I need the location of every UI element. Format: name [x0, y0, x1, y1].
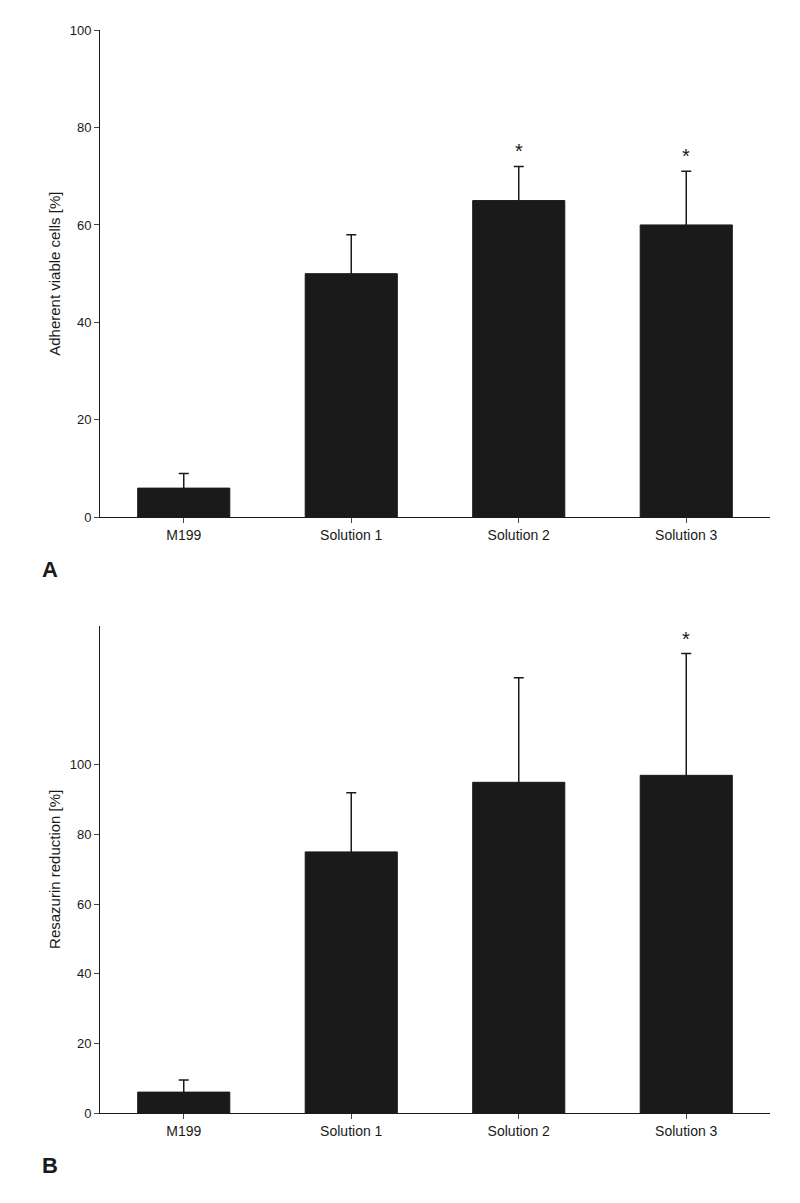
svg-text:A: A — [42, 557, 58, 582]
svg-text:Solution 3: Solution 3 — [655, 527, 717, 543]
svg-text:Solution 3: Solution 3 — [655, 1123, 717, 1139]
svg-text:80: 80 — [77, 120, 91, 135]
svg-text:Solution 1: Solution 1 — [320, 527, 382, 543]
svg-text:Resazurin reduction [%]: Resazurin reduction [%] — [46, 790, 63, 949]
svg-text:80: 80 — [77, 827, 91, 842]
svg-text:Adherent viable cells [%]: Adherent viable cells [%] — [46, 192, 63, 356]
svg-text:60: 60 — [77, 897, 91, 912]
svg-text:60: 60 — [77, 217, 91, 232]
svg-text:Solution 1: Solution 1 — [320, 1123, 382, 1139]
svg-text:M199: M199 — [166, 527, 201, 543]
svg-text:100: 100 — [70, 757, 92, 772]
svg-text:100: 100 — [70, 23, 92, 38]
svg-text:*: * — [682, 145, 690, 167]
svg-text:0: 0 — [84, 510, 91, 525]
svg-text:40: 40 — [77, 966, 91, 981]
svg-text:B: B — [42, 1153, 58, 1178]
svg-text:20: 20 — [77, 1036, 91, 1051]
svg-text:*: * — [682, 628, 690, 650]
svg-text:20: 20 — [77, 412, 91, 427]
svg-text:M199: M199 — [166, 1123, 201, 1139]
svg-text:Solution 2: Solution 2 — [488, 1123, 550, 1139]
svg-text:*: * — [515, 140, 523, 162]
svg-text:0: 0 — [84, 1106, 91, 1121]
svg-text:Solution 2: Solution 2 — [488, 527, 550, 543]
svg-text:40: 40 — [77, 315, 91, 330]
